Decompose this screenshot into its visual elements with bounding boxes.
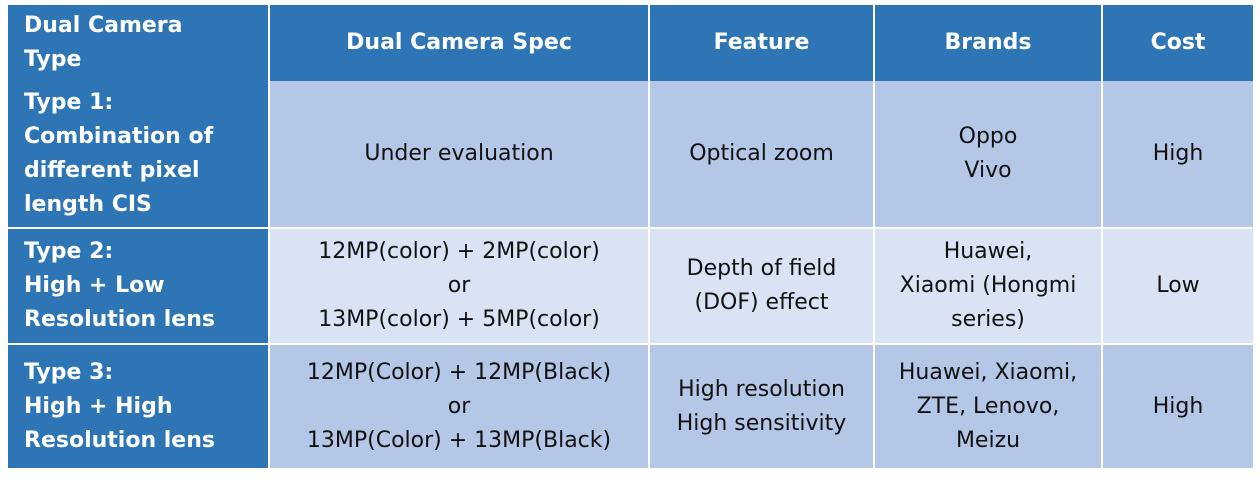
feature-line: (DOF) effect bbox=[694, 290, 829, 315]
spec-line: 12MP(Color) + 12MP(Black) bbox=[306, 359, 612, 385]
type-line: Combination of bbox=[24, 124, 214, 149]
table-header-row: Dual Camera Type Dual Camera Spec Featur… bbox=[8, 5, 1253, 81]
spec-cell: Under evaluation bbox=[270, 81, 650, 229]
type-cell: Type 2: High + Low Resolution lens bbox=[8, 229, 270, 345]
header-brands: Brands bbox=[875, 5, 1103, 81]
brand-line: ZTE, Lenovo, bbox=[916, 393, 1060, 419]
type-line: length CIS bbox=[24, 192, 152, 217]
feature-cell: Optical zoom bbox=[650, 81, 875, 229]
feature-line: High resolution bbox=[678, 376, 845, 402]
cost-cell: High bbox=[1103, 81, 1253, 229]
brands-cell: Huawei, Xiaomi, ZTE, Lenovo, Meizu bbox=[875, 345, 1103, 468]
type-line: High + High bbox=[24, 393, 173, 419]
type-line: Type 3: bbox=[24, 359, 114, 385]
feature-cell: High resolution High sensitivity bbox=[650, 345, 875, 468]
type-line: High + Low bbox=[24, 273, 165, 298]
type-line: Type 2: bbox=[24, 239, 114, 264]
cost-cell: Low bbox=[1103, 229, 1253, 345]
type-cell: Type 1: Combination of different pixel l… bbox=[8, 81, 270, 229]
brand-line: Meizu bbox=[955, 427, 1021, 453]
spec-line: Under evaluation bbox=[364, 141, 554, 166]
type-cell: Type 3: High + High Resolution lens bbox=[8, 345, 270, 468]
brands-cell: Huawei, Xiaomi (Hongmi series) bbox=[875, 229, 1103, 345]
feature-line: Depth of field bbox=[686, 256, 837, 281]
header-dual-camera-spec: Dual Camera Spec bbox=[270, 5, 650, 81]
brand-line: Xiaomi (Hongmi bbox=[899, 273, 1077, 298]
type-line: Resolution lens bbox=[24, 427, 215, 453]
spec-line: 12MP(color) + 2MP(color) bbox=[318, 239, 600, 264]
spec-line: 13MP(Color) + 13MP(Black) bbox=[306, 427, 612, 453]
brand-line: Vivo bbox=[964, 158, 1012, 183]
cost-cell: High bbox=[1103, 345, 1253, 468]
brand-line: Huawei, bbox=[943, 239, 1033, 264]
feature-cell: Depth of field (DOF) effect bbox=[650, 229, 875, 345]
brand-line: Huawei, Xiaomi, bbox=[898, 359, 1078, 385]
dual-camera-table: Dual Camera Type Dual Camera Spec Featur… bbox=[8, 5, 1253, 468]
header-cost: Cost bbox=[1103, 5, 1253, 81]
brands-cell: Oppo Vivo bbox=[875, 81, 1103, 229]
header-type-line-1: Dual Camera Type bbox=[24, 13, 183, 72]
table-row: Type 1: Combination of different pixel l… bbox=[8, 81, 1253, 229]
table-row: Type 2: High + Low Resolution lens 12MP(… bbox=[8, 229, 1253, 345]
spec-line: or bbox=[447, 273, 471, 298]
spec-cell: 12MP(Color) + 12MP(Black) or 13MP(Color)… bbox=[270, 345, 650, 468]
type-line: Type 1: bbox=[24, 90, 114, 115]
type-line: Resolution lens bbox=[24, 307, 215, 332]
table-row: Type 3: High + High Resolution lens 12MP… bbox=[8, 345, 1253, 468]
spec-line: or bbox=[447, 393, 471, 419]
header-feature: Feature bbox=[650, 5, 875, 81]
brand-line: series) bbox=[951, 307, 1025, 332]
feature-line: Optical zoom bbox=[689, 141, 834, 166]
feature-line: High sensitivity bbox=[676, 410, 847, 436]
spec-line: 13MP(color) + 5MP(color) bbox=[318, 307, 600, 332]
type-line: different pixel bbox=[24, 158, 200, 183]
brand-line: Oppo bbox=[958, 124, 1018, 149]
spec-cell: 12MP(color) + 2MP(color) or 13MP(color) … bbox=[270, 229, 650, 345]
header-dual-camera-type: Dual Camera Type bbox=[8, 5, 270, 81]
